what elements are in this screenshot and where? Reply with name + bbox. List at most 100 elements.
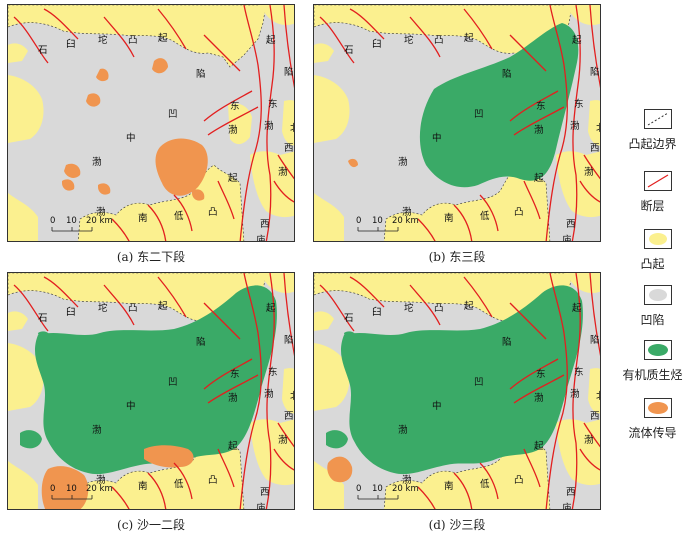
map-label: 渤	[584, 434, 594, 446]
map-label: 东	[230, 100, 240, 112]
map-panel-a: 石臼坨凸起起陷陷凹中渤东东渤渤北西渤起凸低南渤西庙01020 km	[7, 4, 295, 242]
legend-swatch-depression	[644, 285, 672, 305]
map-label: 起	[572, 35, 582, 46]
map-label: 西	[590, 143, 600, 154]
panel-caption: (d) 沙三段	[428, 518, 486, 532]
map-label: 凹	[168, 377, 178, 388]
map-label: 渤	[278, 434, 288, 446]
map-label: 西	[566, 487, 576, 498]
map-label: 庙	[562, 234, 572, 242]
map-label: 西	[284, 143, 294, 154]
map-label: 东	[574, 98, 584, 110]
map-label: 东	[268, 366, 278, 378]
map-label: 凸	[128, 303, 138, 314]
map-label: 渤	[96, 206, 106, 218]
map-label: 起	[464, 301, 474, 312]
map-label: 中	[126, 132, 136, 144]
legend-label: 断层	[640, 199, 665, 213]
map-label: 渤	[96, 474, 106, 486]
map-label: 陷	[284, 334, 294, 346]
map-label: 庙	[256, 502, 266, 510]
map-panel-b: 石臼坨凸起起陷陷凹中渤东东渤渤北西渤起凸低南渤西庙01020 km	[313, 4, 601, 242]
legend-label: 凹陷	[640, 313, 665, 327]
map-label: 凸	[514, 207, 524, 218]
map-label: 坨	[98, 34, 108, 46]
scale-tick: 0	[356, 216, 361, 226]
map-label: 南	[138, 480, 148, 492]
map-label: 东	[230, 368, 240, 380]
map-label: 石	[38, 313, 48, 324]
map-label: 臼	[66, 38, 76, 50]
map-label: 起	[158, 301, 168, 312]
map-label: 渤	[92, 156, 102, 168]
scale-tick: 20 km	[86, 216, 113, 226]
legend-label: 凸起边界	[628, 137, 677, 151]
map-panel-d: 石臼坨凸起起陷陷凹中渤东东渤渤北西渤起凸低南渤西庙01020 km	[313, 272, 601, 510]
map-label: 凸	[208, 207, 218, 218]
scale-tick: 10	[372, 484, 383, 494]
scale-tick: 10	[66, 216, 77, 226]
map-label: 西	[590, 411, 600, 422]
scale-tick: 20 km	[392, 216, 419, 226]
map-label: 渤	[278, 166, 288, 178]
map-label: 起	[266, 303, 276, 314]
map-label: 起	[572, 303, 582, 314]
map-label: 凹	[474, 377, 484, 388]
map-label: 渤	[402, 206, 412, 218]
map-label: 庙	[256, 234, 266, 242]
legend-label: 流体传导	[628, 426, 677, 440]
map-label: 起	[534, 173, 544, 184]
map-label: 渤	[264, 120, 274, 132]
map-label: 西	[284, 411, 294, 422]
legend: 凸起边界 断层 凸起 凹陷 有机质生烃 流体传导	[612, 0, 693, 544]
map-label: 渤	[398, 424, 408, 436]
map-label: 坨	[98, 302, 108, 314]
map-label: 东	[536, 100, 546, 112]
map-label: 渤	[398, 156, 408, 168]
map-label: 中	[432, 400, 442, 412]
scale-tick: 0	[356, 484, 361, 494]
map-label: 臼	[372, 38, 382, 50]
map-label: 凸	[434, 303, 444, 314]
legend-label: 凸起	[640, 257, 665, 271]
map-label: 东	[536, 368, 546, 380]
map-label: 凹	[474, 109, 484, 120]
scale-tick: 0	[50, 216, 55, 226]
map-label: 起	[534, 441, 544, 452]
map-label: 南	[138, 212, 148, 224]
map-label: 北	[596, 391, 601, 402]
map-label: 起	[266, 35, 276, 46]
map-label: 凸	[208, 475, 218, 486]
map-label: 渤	[228, 124, 238, 136]
map-label: 陷	[502, 336, 512, 348]
map-label: 西	[260, 219, 270, 230]
map-label: 起	[158, 33, 168, 44]
map-label: 东	[574, 366, 584, 378]
map-label: 陷	[196, 336, 206, 348]
map-label: 低	[174, 478, 184, 490]
map-label: 陷	[502, 68, 512, 80]
map-label: 坨	[404, 302, 414, 314]
scale-bar: 0 10 20 km	[50, 216, 113, 232]
map-label: 渤	[534, 392, 544, 404]
map-label: 陷	[590, 66, 600, 78]
map-label: 西	[260, 487, 270, 498]
map-label: 南	[444, 480, 454, 492]
map-label: 陷	[196, 68, 206, 80]
map-label: 石	[344, 45, 354, 56]
legend-swatch-boundary	[644, 109, 672, 129]
map-label: 臼	[66, 306, 76, 318]
legend-swatch-organic	[644, 340, 672, 360]
legend-swatch-fault	[644, 171, 672, 191]
panel-caption: (b) 东三段	[428, 250, 486, 264]
map-label: 凸	[514, 475, 524, 486]
scale-tick: 20 km	[86, 484, 113, 494]
map-label: 凹	[168, 109, 178, 120]
map-label: 中	[126, 400, 136, 412]
map-label: 北	[290, 391, 295, 402]
map-label: 坨	[404, 34, 414, 46]
map-label: 臼	[372, 306, 382, 318]
scale-bar: 0 10 20 km	[356, 484, 419, 500]
panel-caption: (a) 东二下段	[116, 250, 186, 264]
panel-caption: (c) 沙一二段	[117, 518, 185, 532]
